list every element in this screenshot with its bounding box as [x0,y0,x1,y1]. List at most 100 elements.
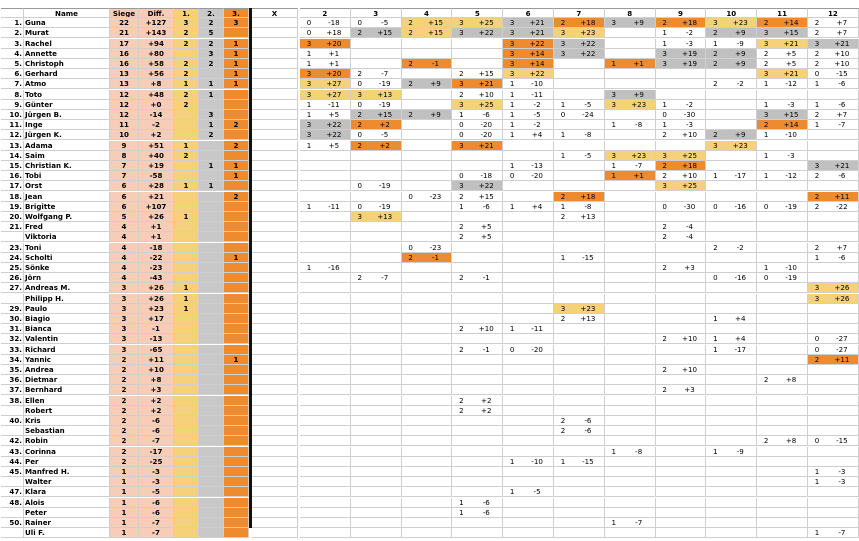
round-points [401,130,420,141]
player-name: Annette [24,48,110,59]
diff-cell: +143 [139,28,174,39]
player-name: Brigitte [24,201,110,212]
p1-cell [174,171,199,182]
round-points [350,314,369,324]
round-diff [724,395,758,406]
round-points [503,416,522,426]
x-cell [252,69,298,80]
round-points [757,396,776,406]
round-diff: +21 [826,38,859,49]
round-diff [572,365,605,375]
round-points [604,385,623,396]
round-diff: -19 [368,99,402,110]
round-diff [622,263,656,273]
player-name: Bianca [24,324,110,335]
round-diff: +21 [775,69,808,80]
p3-cell [224,385,249,396]
round-points [554,518,572,528]
round-points [604,181,623,192]
round-diff: -18 [318,18,351,29]
round-diff [470,385,504,396]
header-round-8: 8 [604,8,656,18]
x-cell [252,263,298,273]
p2-cell: 1 [199,161,224,171]
round-points [300,355,318,365]
round-diff [826,232,859,243]
round-diff [826,303,859,314]
round-diff: -12 [775,79,808,90]
round-diff [572,242,605,253]
round-points [300,232,318,243]
round-diff [724,426,758,437]
round-points [503,396,522,406]
round-diff: -6 [826,99,859,110]
round-points [706,498,725,508]
round-points [604,79,623,90]
round-points [554,355,572,365]
round-diff: -18 [470,171,504,182]
rank-cell: 33. [1,344,24,355]
player-name: Viktoria [24,232,110,243]
round-diff: +11 [826,191,859,202]
round-points [655,457,674,467]
round-diff [368,334,402,345]
round-diff [673,446,707,457]
round-points [706,406,725,416]
player-name: Murat [24,28,110,39]
p1-cell [174,161,199,171]
round-points: 1 [503,457,522,467]
round-points: 2 [706,130,725,141]
round-diff [622,507,656,518]
p3-cell [224,365,249,375]
round-diff [521,446,554,457]
round-points: 2 [401,79,420,90]
round-diff [572,283,605,294]
p1-cell [174,48,199,59]
rank-cell [1,293,24,304]
round-points: 3 [757,28,776,39]
player-name: Kris [24,416,110,426]
x-cell [252,79,298,90]
round-points: 3 [452,79,471,90]
siege-cell: 21 [110,28,139,39]
round-points [554,436,572,447]
diff-cell: +127 [139,18,174,29]
round-diff [622,222,656,233]
round-points: 2 [452,273,471,284]
round-diff [673,140,707,151]
round-points [757,426,776,437]
x-cell [252,150,298,161]
round-diff: -23 [419,242,453,253]
round-points [350,171,369,182]
rank-cell: 43. [1,446,24,457]
round-diff: -3 [673,38,707,49]
x-cell [252,507,298,518]
player-name: Adama [24,140,110,151]
round-points: 1 [300,141,318,151]
round-diff [368,385,402,396]
rank-cell: 26. [1,273,24,284]
round-points [503,222,522,233]
round-points [554,120,572,131]
round-points [808,314,826,324]
round-points [604,243,623,253]
p2-cell [199,518,224,528]
round-points [808,222,826,233]
x-cell [252,456,298,467]
round-points [554,467,572,477]
diff-cell: +48 [139,89,174,100]
round-diff [673,344,707,355]
round-diff [318,497,351,508]
round-diff [572,375,605,386]
round-diff: +18 [572,191,605,202]
round-points: 3 [503,28,522,39]
diff-cell: +2 [139,405,174,416]
p1-cell [174,242,199,253]
round-points [401,161,420,171]
round-points [554,528,572,539]
round-points [350,345,369,355]
round-diff [470,212,504,222]
p3-cell [224,99,249,110]
round-points [503,375,522,386]
round-points: 0 [350,18,369,29]
